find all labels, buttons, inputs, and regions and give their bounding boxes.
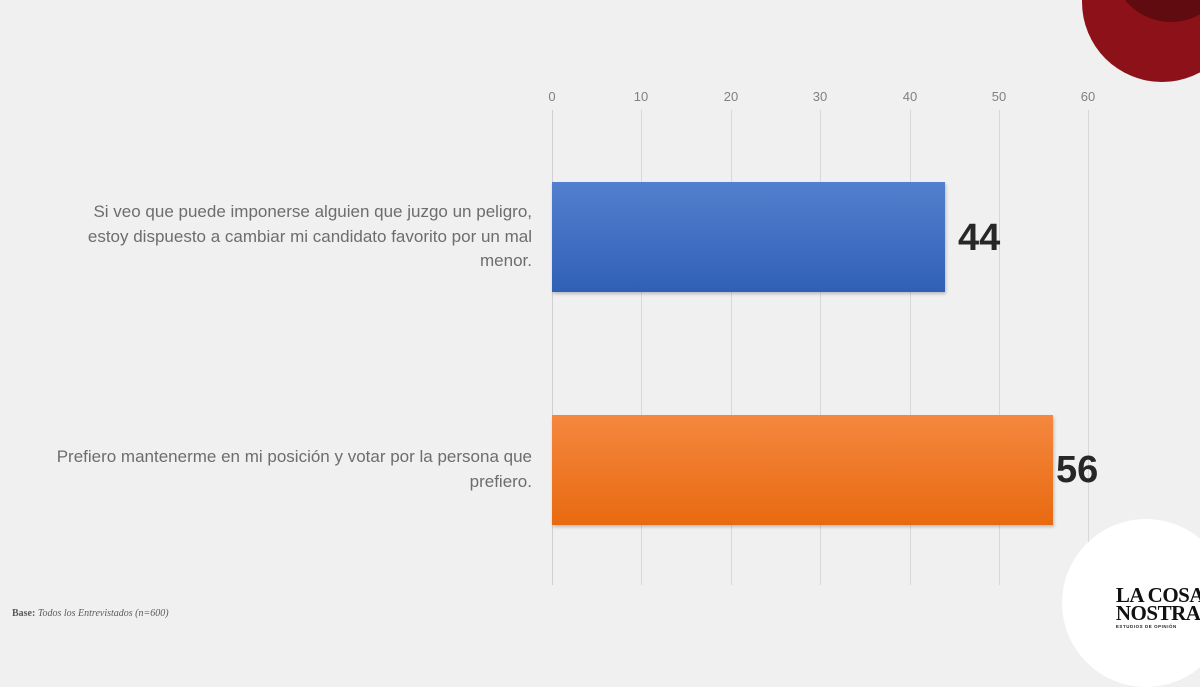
bar-value-label-1: 44 <box>958 217 1001 259</box>
bar-chart: 0 10 20 30 40 50 60 44 56 Si veo que pue… <box>56 89 1099 585</box>
logo-la-cosa-nostra: LA COSA NOSTRA ESTUDIOS DE OPINIÓN <box>1115 582 1200 629</box>
bar-series-1 <box>552 182 945 292</box>
plot-area <box>552 110 1089 585</box>
x-tick-label-10: 10 <box>633 89 649 104</box>
gridline-20 <box>731 110 732 585</box>
gridline-30 <box>820 110 821 585</box>
bar-value-label-2: 56 <box>1056 449 1099 491</box>
x-tick-label-50: 50 <box>991 89 1007 104</box>
x-tick-label-0: 0 <box>548 89 556 104</box>
footnote-base-prefix: Base: <box>12 608 36 619</box>
gridline-60 <box>1088 110 1089 585</box>
category-label-1: Si veo que puede imponerse alguien que j… <box>87 202 532 271</box>
footnote-base: Base: Todos los Entrevistados (n=600) <box>12 608 169 619</box>
x-tick-label-30: 30 <box>812 89 828 104</box>
logo-subline: ESTUDIOS DE OPINIÓN <box>1115 623 1177 629</box>
gridline-10 <box>641 110 642 585</box>
category-label-2: Prefiero mantenerme en mi posición y vot… <box>56 447 532 491</box>
x-tick-label-60: 60 <box>1080 89 1096 104</box>
gridline-40 <box>910 110 911 585</box>
x-tick-label-20: 20 <box>723 89 739 104</box>
gridline-0 <box>552 110 553 585</box>
x-tick-label-40: 40 <box>902 89 918 104</box>
footnote-base-text: Todos los Entrevistados (n=600) <box>37 608 169 619</box>
gridline-50 <box>999 110 1000 585</box>
logo-line-1: LA COSA <box>1115 582 1200 607</box>
bar-series-2 <box>552 415 1053 525</box>
logo-line-2: NOSTRA <box>1115 600 1200 625</box>
